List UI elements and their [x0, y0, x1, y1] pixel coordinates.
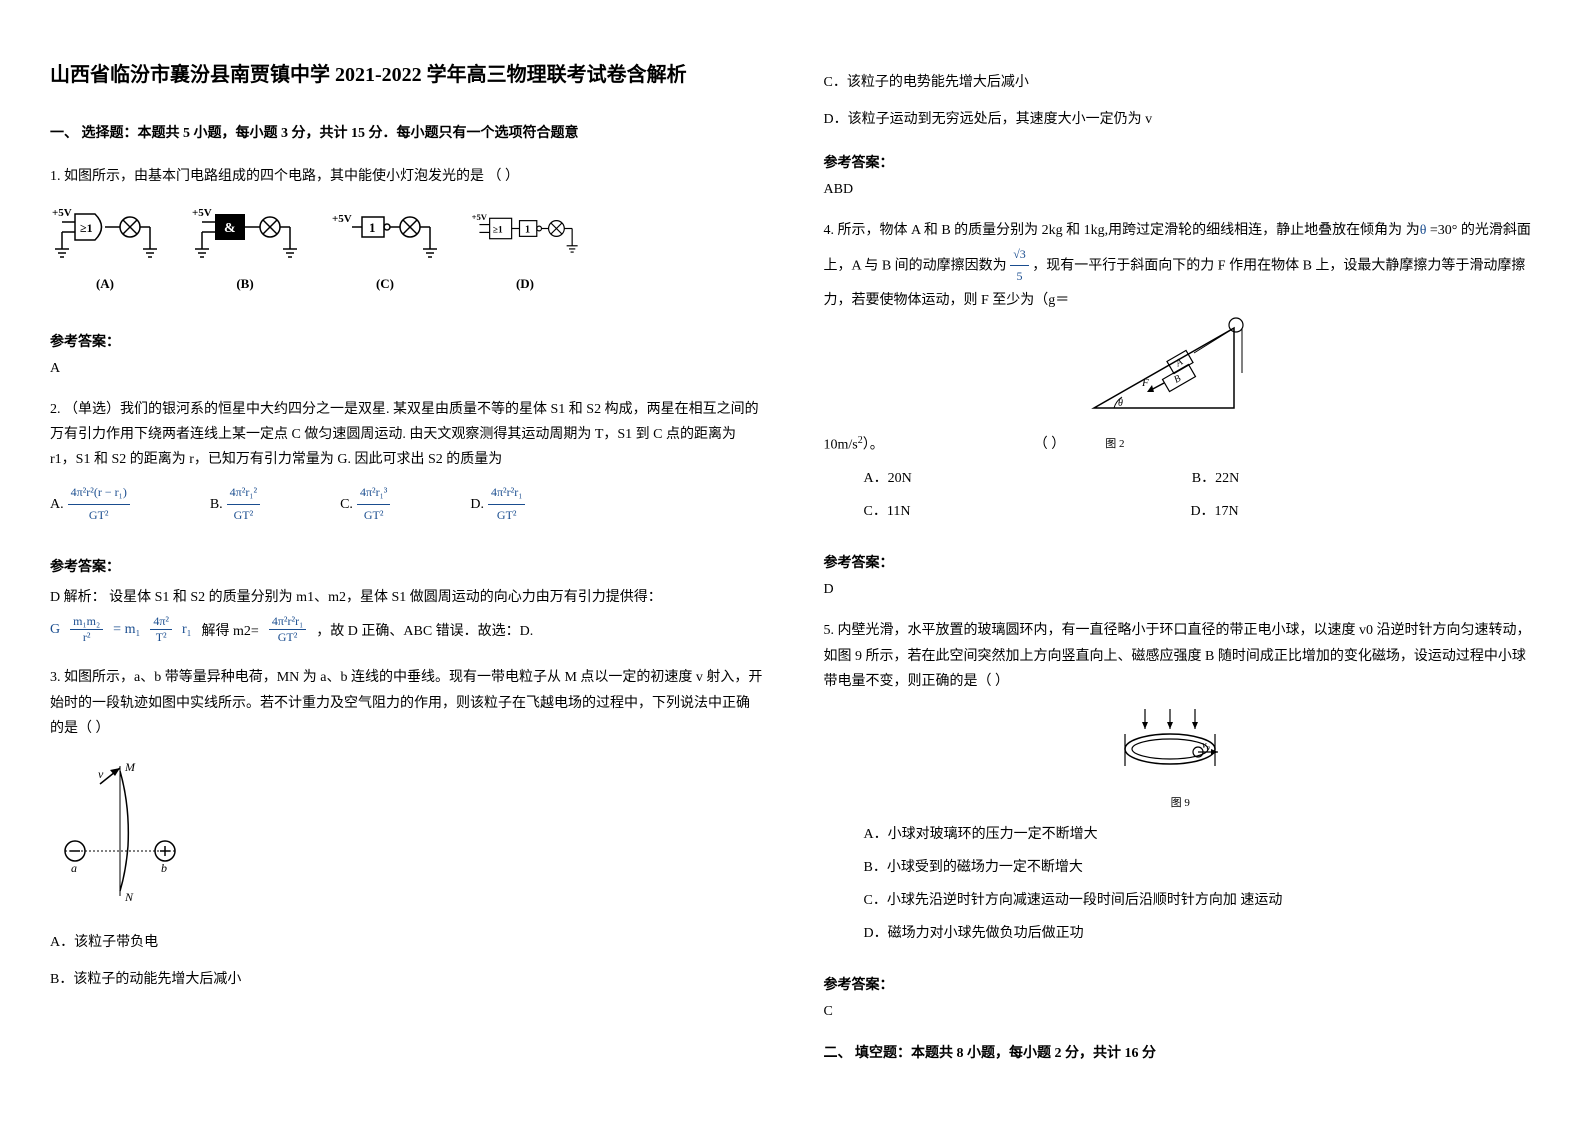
q1-circuits: +5V ≥1: [50, 204, 764, 295]
right-column: C．该粒子的电势能先增大后减小 D．该粒子运动到无穷远处后，其速度大小一定仍为 …: [824, 60, 1538, 1062]
q5-diagram-svg: v₀: [1110, 704, 1250, 784]
q4-options-row2: C．11N D．17N: [864, 499, 1538, 524]
q2-formula-left: G: [50, 622, 60, 638]
svg-text:1: 1: [525, 225, 530, 236]
circuit-d: +5V ≥1 1: [470, 204, 580, 295]
q3-optB: B．该粒子的动能先增大后减小: [50, 967, 764, 992]
svg-text:1: 1: [369, 220, 376, 235]
question-3-cont: C．该粒子的电势能先增大后减小 D．该粒子运动到无穷远处后，其速度大小一定仍为 …: [824, 70, 1538, 132]
svg-text:+5V: +5V: [192, 207, 212, 219]
q5-optB: B．小球受到的磁场力一定不断增大: [864, 855, 1538, 880]
svg-text:+5V: +5V: [472, 212, 488, 222]
q1-answer: A: [50, 361, 764, 377]
q4-fig-label: 图 2: [1105, 435, 1124, 455]
q4-gvalue: 10m/s2）。: [824, 432, 884, 458]
q2-answer: D 解析： 设星体 S1 和 S2 的质量分别为 m1、m2，星体 S1 做圆周…: [50, 586, 764, 645]
left-column: 山西省临汾市襄汾县南贾镇中学 2021-2022 学年高三物理联考试卷含解析 一…: [50, 60, 764, 1062]
q2-answer-prefix: 解得 m2=: [202, 620, 259, 640]
circuit-a: +5V ≥1: [50, 204, 160, 295]
svg-text:+5V: +5V: [332, 213, 352, 225]
q4-text: 4. 所示，物体 A 和 B 的质量分别为 2kg 和 1kg,用跨过定滑轮的细…: [824, 218, 1538, 313]
q2-optA: A. 4π²r²(r − r₁)GT²: [50, 482, 130, 526]
circuit-c-label: (C): [376, 272, 394, 295]
q5-optC: C．小球先沿逆时针方向减速运动一段时间后沿顺时针方向加 速运动: [864, 888, 1538, 913]
question-2: 2. （单选）我们的银河系的恒星中大约四分之一是双星. 某双星由质量不等的星体 …: [50, 397, 764, 537]
q4-paren: （ ）: [1034, 432, 1066, 457]
q3-answer: ABD: [824, 182, 1538, 198]
q3-text: 3. 如图所示，a、b 带等量异种电荷，MN 为 a、b 连线的中垂线。现有一带…: [50, 665, 764, 741]
q4-optA: A．20N: [864, 466, 912, 491]
circuit-d-svg: +5V ≥1 1: [470, 204, 580, 264]
svg-text:F: F: [1141, 377, 1149, 389]
q4-answer-label: 参考答案：: [824, 552, 1538, 572]
svg-text:θ: θ: [1118, 398, 1123, 409]
q3-answer-label: 参考答案：: [824, 152, 1538, 172]
q2-answer-formula: G m₁m₂r² = m₁ 4π²T² r₁ 解得 m2= 4π²r²r₁GT²…: [50, 614, 764, 645]
svg-text:v: v: [98, 767, 104, 781]
q5-optD: D．磁场力对小球先做负功后做正功: [864, 921, 1538, 946]
q4-optB: B．22N: [1192, 466, 1239, 491]
q5-optA: A．小球对玻璃环的压力一定不断增大: [864, 822, 1538, 847]
svg-text:≥1: ≥1: [80, 221, 93, 235]
q2-optD: D. 4π²r²r₁GT²: [470, 482, 525, 526]
q1-text: 1. 如图所示，由基本门电路组成的四个电路，其中能使小灯泡发光的是 （ ）: [50, 164, 764, 189]
circuit-b: +5V &: [190, 204, 300, 295]
q2-answer-label: 参考答案：: [50, 556, 764, 576]
svg-text:+5V: +5V: [52, 207, 72, 219]
q5-text: 5. 内壁光滑，水平放置的玻璃圆环内，有一直径略小于环口直径的带正电小球，以速度…: [824, 618, 1538, 694]
q4-gvalue-row: 10m/s2）。 （ ） 图 2: [824, 432, 1538, 458]
svg-text:b: b: [161, 861, 167, 875]
q5-answer: C: [824, 1004, 1538, 1020]
q2-optC: C. 4π²r₁³GT²: [340, 482, 390, 526]
q3-optD: D．该粒子运动到无穷远处后，其速度大小一定仍为 v: [824, 107, 1538, 132]
svg-text:&: &: [224, 221, 236, 236]
q4-optD: D．17N: [1190, 499, 1238, 524]
question-5: 5. 内壁光滑，水平放置的玻璃圆环内，有一直径略小于环口直径的带正电小球，以速度…: [824, 618, 1538, 954]
svg-text:≥1: ≥1: [493, 226, 503, 236]
svg-text:N: N: [124, 890, 134, 904]
q2-answer-line1: D 解析： 设星体 S1 和 S2 的质量分别为 m1、m2，星体 S1 做圆周…: [50, 586, 764, 606]
svg-text:M: M: [124, 760, 136, 774]
q3-optC: C．该粒子的电势能先增大后减小: [824, 70, 1538, 95]
svg-text:v₀: v₀: [1202, 740, 1210, 751]
q2-options: A. 4π²r²(r − r₁)GT² B. 4π²r₁²GT² C. 4π²r…: [50, 482, 764, 526]
circuit-a-svg: +5V ≥1: [50, 204, 160, 264]
circuit-a-label: (A): [96, 272, 114, 295]
circuit-b-svg: +5V &: [190, 204, 300, 264]
q5-answer-label: 参考答案：: [824, 974, 1538, 994]
section1-header: 一、 选择题：本题共 5 小题，每小题 3 分，共计 15 分．每小题只有一个选…: [50, 122, 764, 142]
q4-options-row1: A．20N B．22N: [864, 466, 1538, 491]
circuit-b-label: (B): [236, 272, 253, 295]
question-1: 1. 如图所示，由基本门电路组成的四个电路，其中能使小灯泡发光的是 （ ） +5…: [50, 164, 764, 311]
q4-optC: C．11N: [864, 499, 911, 524]
q2-optB: B. 4π²r₁²GT²: [210, 482, 260, 526]
q5-diagram-container: v₀ 图 9: [824, 704, 1538, 814]
q3-diagram-box: a b M N v: [50, 756, 764, 915]
svg-text:B: B: [1172, 373, 1183, 386]
q2-text: 2. （单选）我们的银河系的恒星中大约四分之一是双星. 某双星由质量不等的星体 …: [50, 397, 764, 473]
q3-diagram-svg: a b M N v: [50, 756, 190, 906]
q5-fig-label: 图 9: [824, 794, 1538, 814]
circuit-c-svg: +5V 1: [330, 204, 440, 264]
section2-header: 二、 填空题：本题共 8 小题，每小题 2 分，共计 16 分: [824, 1042, 1538, 1062]
circuit-d-label: (D): [516, 272, 534, 295]
q4-answer: D: [824, 582, 1538, 598]
q3-optA: A．该粒子带负电: [50, 930, 764, 955]
q1-answer-label: 参考答案：: [50, 331, 764, 351]
circuit-c: +5V 1 (C): [330, 204, 440, 295]
question-4: 4. 所示，物体 A 和 B 的质量分别为 2kg 和 1kg,用跨过定滑轮的细…: [824, 218, 1538, 532]
q2-answer-suffix: ，故 D 正确、ABC 错误．故选：D.: [316, 620, 533, 640]
q4-diagram-svg: A B F θ: [1074, 313, 1254, 423]
exam-title: 山西省临汾市襄汾县南贾镇中学 2021-2022 学年高三物理联考试卷含解析: [50, 60, 764, 90]
svg-text:a: a: [71, 861, 77, 875]
question-3: 3. 如图所示，a、b 带等量异种电荷，MN 为 a、b 连线的中垂线。现有一带…: [50, 665, 764, 992]
